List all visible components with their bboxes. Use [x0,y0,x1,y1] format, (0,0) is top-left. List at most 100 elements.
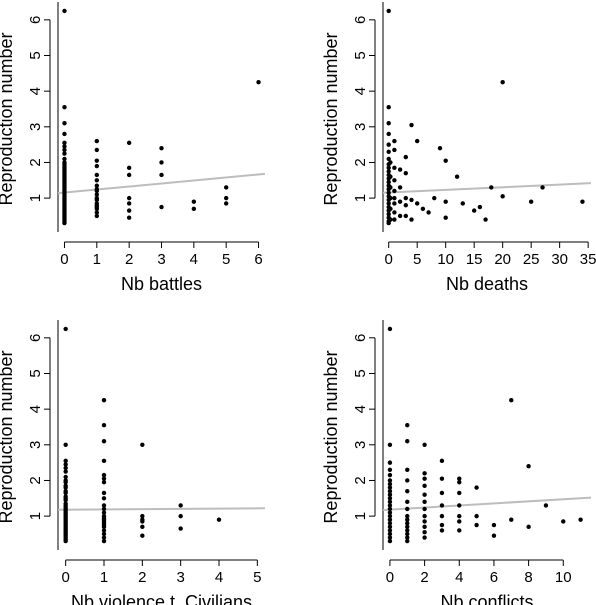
data-point [457,480,462,485]
data-point [386,190,391,195]
data-point [437,146,443,151]
data-point [126,201,132,206]
data-point [387,524,393,530]
data-point [94,163,100,169]
data-point [474,522,479,528]
data-point [509,517,514,522]
data-point [140,533,145,538]
data-point [101,480,107,485]
data-point [439,522,445,528]
x-tick-label: 4 [455,569,463,586]
data-point [178,526,183,531]
data-point [443,215,448,220]
data-point [387,481,393,487]
data-point [405,422,410,428]
data-point [94,178,100,183]
x-tick-label: 0 [61,569,69,586]
data-point [491,533,497,538]
data-point [528,199,534,204]
data-point [62,220,67,226]
data-point [386,8,391,14]
y-tick-label: 1 [27,194,44,202]
data-point [414,138,420,144]
data-point [386,131,391,137]
x-tick-label: 35 [580,251,596,268]
y-tick-label: 1 [352,194,369,202]
data-point [387,510,393,515]
data-point [387,538,393,544]
x-tick-label: 6 [490,569,498,586]
data-point [101,490,107,496]
y-tick-label: 4 [352,405,369,413]
data-point [126,195,132,201]
x-tick-label: 1 [93,251,101,268]
data-point [405,499,410,505]
x-tick-label: 20 [494,251,511,268]
data-point [94,158,100,163]
data-point [403,154,408,160]
data-point [403,203,408,208]
data-point [94,147,100,153]
data-point [443,158,448,163]
data-point [454,174,460,179]
data-point [405,531,410,537]
data-point [387,513,393,519]
x-axis-title: Nb battles [121,274,202,294]
data-point [403,195,408,201]
data-point [422,506,427,512]
data-point [422,483,427,489]
data-point [426,210,431,215]
y-tick-label: 6 [352,16,369,24]
data-point [140,442,145,448]
x-axis-title: Nb conflicts [440,592,533,605]
data-point [420,206,426,212]
x-tick-label: 25 [523,251,540,268]
data-point [392,217,397,222]
data-point [388,206,393,212]
data-point [386,220,391,226]
data-point [126,172,132,178]
data-point [159,146,164,151]
data-point [405,467,410,472]
data-point [388,185,393,190]
x-tick-label: 4 [190,251,198,268]
data-point [387,528,393,533]
data-point [439,513,445,519]
y-axis-title: Reproduction number [0,32,16,205]
y-tick-label: 6 [352,334,369,342]
data-point [94,206,100,212]
data-point [386,201,391,206]
data-point [388,174,393,179]
data-point [62,156,67,162]
data-point [500,194,505,199]
data-point [101,531,107,537]
data-point [457,503,462,508]
data-point [460,201,465,206]
data-point [101,538,107,544]
data-point [388,160,393,165]
data-point [388,217,393,222]
data-point [474,485,479,490]
data-point [500,80,505,85]
data-point [405,538,410,544]
data-point [126,140,132,146]
data-point [457,519,462,524]
data-point [387,467,393,472]
data-point [580,199,585,204]
data-point [62,144,67,149]
data-point [392,178,397,183]
data-point [409,217,414,222]
data-point [387,492,393,497]
data-point [443,199,448,204]
data-point [405,478,410,483]
data-point [126,165,132,171]
scatter-panel-3: 0 1 2 3 4 5 1 2 3 4 5 6 Nb violence t. Civilians Repr… [0,320,266,605]
data-point [94,213,100,219]
data-point [392,210,397,215]
y-tick-label: 5 [27,369,44,377]
data-point [405,513,410,519]
trend-line [57,172,266,195]
data-point [387,531,393,537]
